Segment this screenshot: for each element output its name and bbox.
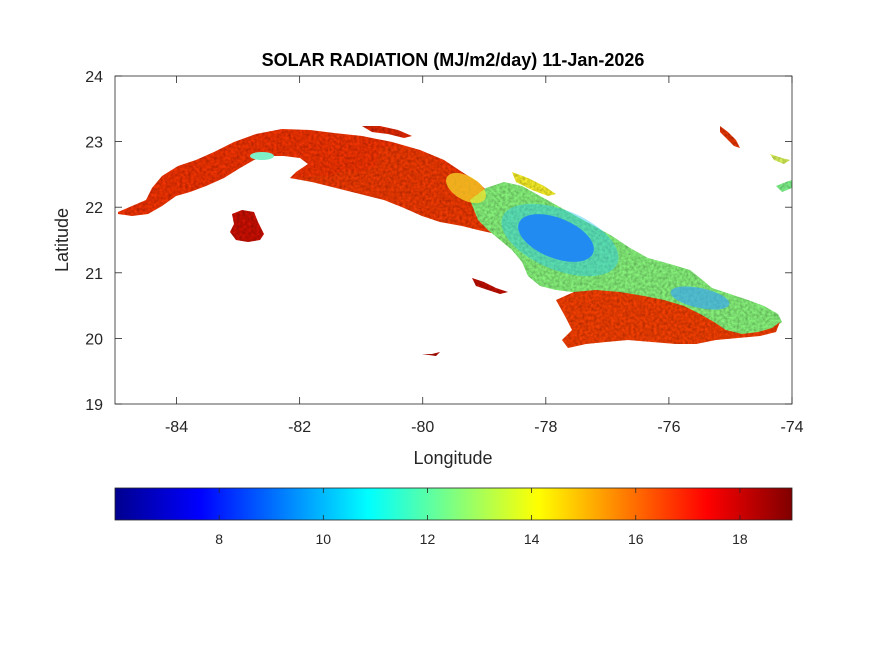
y-tick-label: 22 [85,200,103,217]
key-north-east [512,172,556,196]
x-tick-label: -84 [165,419,188,436]
colorbar-tick-label: 14 [524,531,540,547]
y-tick-label: 20 [85,331,103,348]
x-tick-label: -76 [657,419,680,436]
region-isla-juventud [230,210,264,242]
y-axis-label: Latitude [52,208,72,272]
colorbar-tick-label: 18 [732,531,748,547]
y-tick-label: 23 [85,135,103,152]
plot-area [115,76,792,404]
region-east-patch [670,286,730,310]
colorbar [114,487,793,521]
axes-box [114,75,793,405]
x-axis-label: Longitude [413,448,492,468]
colorbar-ticks: 8 10 12 14 16 18 [215,488,748,547]
x-tick-label: -74 [780,419,803,436]
key-far-east-2 [770,154,790,164]
key-south-central [472,278,508,294]
key-far-east-3 [776,180,792,192]
y-tick-label: 21 [85,266,103,283]
region-eastern-south [556,290,780,348]
region-camaguey-core [518,214,594,262]
radiation-map [118,126,792,356]
colorbar-tick-label: 16 [628,531,644,547]
y-tick-label: 24 [85,69,103,86]
region-camaguey-halo [501,203,619,277]
key-far-east-1 [720,126,740,148]
y-tick-label: 19 [85,397,103,414]
x-tick-label: -78 [534,419,557,436]
region-yellow-band [446,172,486,204]
key-south [422,352,440,356]
colorbar-tick-label: 8 [215,531,223,547]
x-axis: -84 -82 -80 -78 -76 -74 [165,76,804,436]
colorbar-tick-label: 10 [316,531,332,547]
x-tick-label: -82 [288,419,311,436]
y-axis: 19 20 21 22 23 24 [85,69,792,414]
colorbar-tick-label: 12 [420,531,436,547]
region-cyan-west [250,152,274,160]
x-tick-label: -80 [411,419,434,436]
key-north-central [362,126,412,138]
chart-title: SOLAR RADIATION (MJ/m2/day) 11-Jan-2026 [262,50,645,70]
region-central [290,146,504,234]
